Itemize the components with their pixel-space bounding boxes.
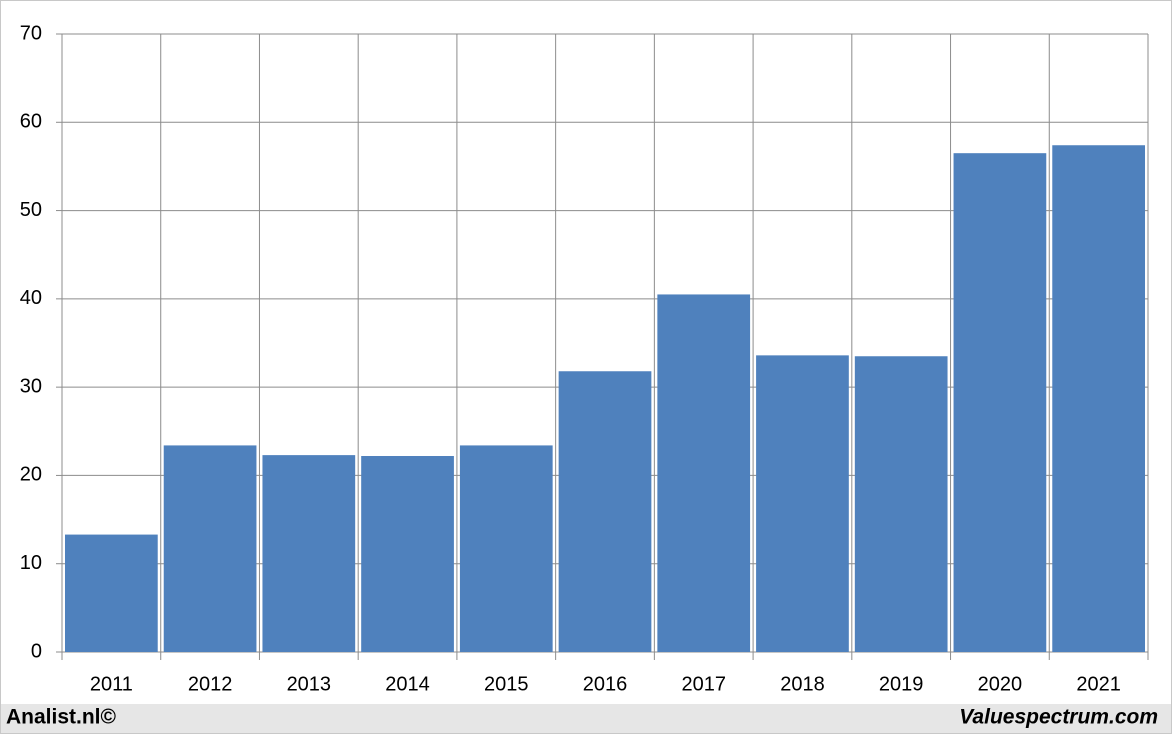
bar	[163, 445, 257, 652]
y-tick-label: 20	[20, 464, 42, 486]
x-tick-label: 2016	[583, 673, 628, 695]
bar	[756, 355, 849, 652]
bar	[65, 534, 158, 652]
bar	[262, 455, 356, 652]
bar	[854, 356, 948, 652]
y-tick-label: 70	[20, 22, 42, 44]
y-tick-label: 10	[20, 552, 42, 574]
x-tick-label: 2013	[287, 673, 332, 695]
y-tick-label: 60	[20, 111, 42, 133]
y-tick-label: 0	[31, 640, 42, 662]
source-left: Analist.nl©	[6, 706, 117, 729]
x-tick-label: 2018	[780, 673, 825, 695]
bar	[361, 456, 454, 652]
x-tick-label: 2014	[385, 673, 430, 695]
bar	[459, 445, 553, 652]
x-tick-label: 2011	[90, 673, 133, 695]
bar	[953, 153, 1047, 652]
x-tick-label: 2017	[681, 673, 726, 695]
x-tick-label: 2015	[484, 673, 529, 695]
bar	[558, 371, 652, 652]
x-tick-label: 2019	[879, 673, 924, 695]
x-tick-label: 2021	[1076, 673, 1121, 695]
source-right: Valuespectrum.com	[959, 706, 1158, 729]
bar	[657, 294, 751, 652]
x-tick-label: 2020	[978, 673, 1023, 695]
y-tick-label: 50	[20, 199, 42, 221]
x-tick-label: 2012	[188, 673, 233, 695]
bar	[1052, 145, 1145, 653]
footer-band	[1, 704, 1171, 733]
y-tick-label: 40	[20, 287, 42, 309]
y-tick-label: 30	[20, 375, 42, 397]
